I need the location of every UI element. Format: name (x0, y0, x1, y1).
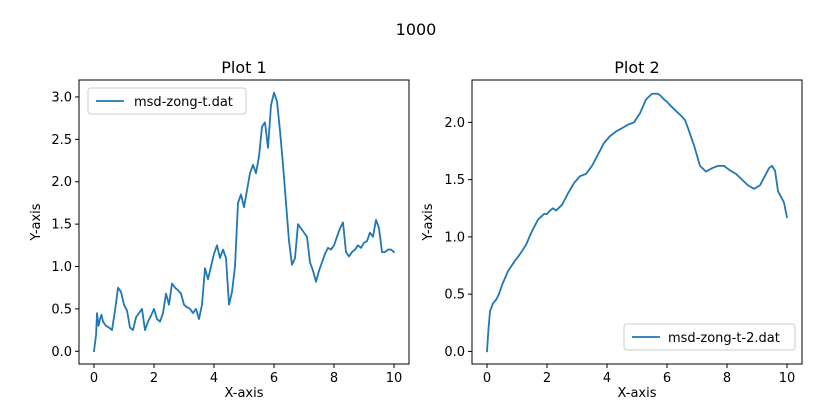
plot-2-title: Plot 2 (614, 58, 659, 77)
plot-1-line-layer (93, 91, 395, 353)
plot-1-series-line-0 (93, 91, 395, 353)
plot-2-xtick-label: 2 (543, 371, 551, 386)
plot-2-legend-label: msd-zong-t-2.dat (668, 331, 780, 346)
plot-1-ylabel: Y-axis (29, 203, 44, 241)
plot-2-ytick-label: 2.0 (444, 116, 465, 131)
plot-2-legend-box (623, 323, 796, 351)
plot-2: Plot 2 0 2 4 6 8 10 0.0 0.5 1.0 1.5 2.0 X-axis Y-… (421, 58, 803, 401)
plot-1-ytick-label: 0.0 (51, 345, 72, 360)
plot-2-series-line-0 (486, 92, 788, 353)
plot-1-ytick-label: 3.0 (51, 90, 72, 105)
plot-2-xtick-label: 0 (483, 371, 491, 386)
plot-2-axes-frame (471, 79, 803, 365)
plot-2-ytick-label: 0.5 (444, 288, 465, 303)
plot-1-xtick-label: 4 (210, 371, 218, 386)
plot-2-xlabel: X-axis (618, 386, 657, 401)
plot-2-ytick-label: 0.0 (444, 345, 465, 360)
plot-1-ytick-label: 2.5 (51, 133, 72, 148)
plot-1-yticks: 0.0 0.5 1.0 1.5 2.0 2.5 3.0 (51, 90, 79, 360)
plot-2-ytick-label: 1.0 (444, 230, 465, 245)
plot-1-title: Plot 1 (221, 58, 266, 77)
plot-1-axes-frame (78, 79, 410, 365)
figure-suptitle: 1000 (396, 20, 437, 39)
plot-1: Plot 1 0 2 4 6 8 10 0.0 0.5 1.0 1.5 2.0 2.5 3.0 X-a… (29, 58, 410, 401)
plot-1-xtick-label: 6 (270, 371, 278, 386)
plot-2-xtick-label: 6 (663, 371, 671, 386)
plot-1-legend-label: msd-zong-t.dat (134, 95, 233, 110)
plot-2-xticks: 0 2 4 6 8 10 (483, 364, 795, 386)
plot-2-yticks: 0.0 0.5 1.0 1.5 2.0 (444, 116, 472, 360)
plot-1-xtick-label: 0 (90, 371, 98, 386)
plot-1-xtick-label: 2 (150, 371, 158, 386)
plot-1-xticks: 0 2 4 6 8 10 (90, 364, 402, 386)
plot-2-xtick-label: 4 (603, 371, 611, 386)
plot-1-xtick-label: 8 (330, 371, 338, 386)
plot-1-legend-box (87, 87, 247, 115)
plot-1-xlabel: X-axis (225, 386, 264, 401)
plot-2-line-layer (486, 92, 788, 353)
plot-2-xtick-label: 10 (779, 371, 796, 386)
plot-2-ylabel: Y-axis (421, 203, 436, 241)
plot-2-legend: msd-zong-t-2.dat (623, 323, 796, 351)
plot-1-legend: msd-zong-t.dat (87, 87, 247, 115)
plot-1-ytick-label: 2.0 (51, 175, 72, 190)
plot-1-ytick-label: 0.5 (51, 302, 72, 317)
plot-2-xtick-label: 8 (723, 371, 731, 386)
plot-1-xtick-label: 10 (386, 371, 403, 386)
plot-1-ytick-label: 1.0 (51, 260, 72, 275)
plot-1-ytick-label: 1.5 (51, 218, 72, 233)
plot-2-ytick-label: 1.5 (444, 173, 465, 188)
